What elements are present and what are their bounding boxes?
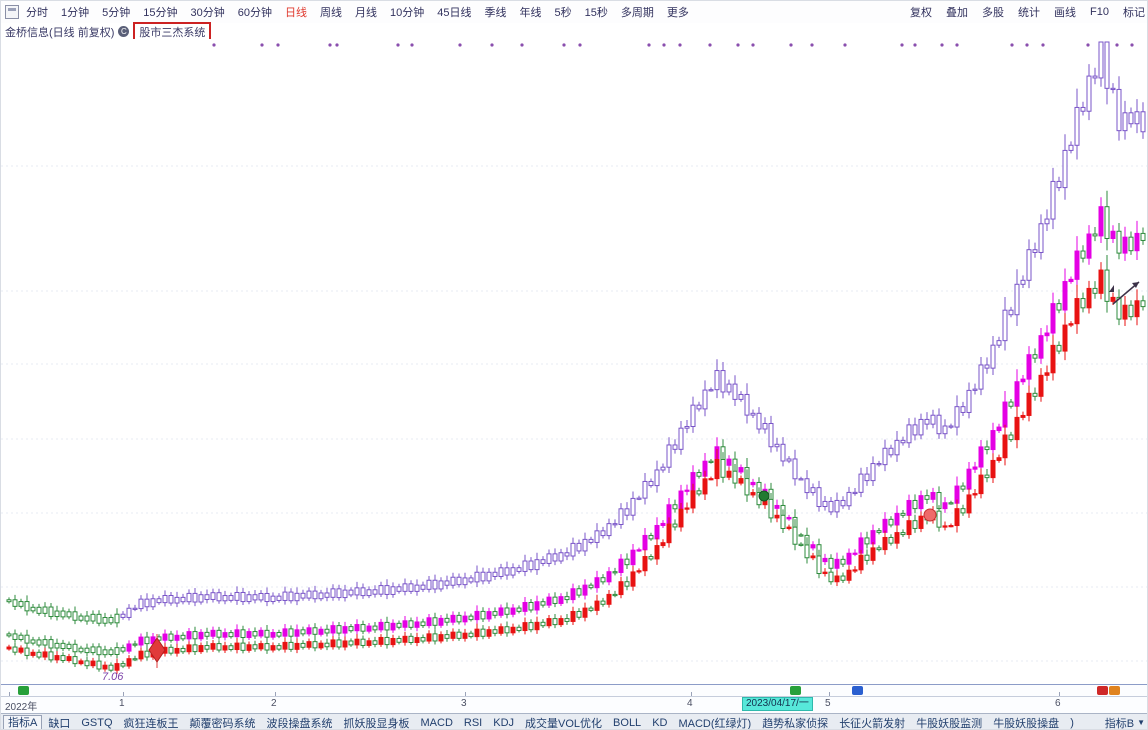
indicator-b-button[interactable]: 指标B ▼ (1105, 715, 1145, 730)
indicator-趋势私家侦探[interactable]: 趋势私家侦探 (762, 717, 829, 730)
period-tab-更多[interactable]: 更多 (666, 7, 689, 19)
period-tab-5分钟[interactable]: 5分钟 (102, 7, 131, 19)
indicator-a-button[interactable]: 指标A (3, 714, 43, 729)
axis-rule (1, 696, 1147, 697)
period-toolbar: 分时 1分钟 5分钟 15分钟 30分钟 60分钟 日线 周线 月线 10分钟 45日线 季线 年线 5秒… (1, 1, 1147, 24)
axis-tick (829, 692, 830, 696)
axis-label: 3 (461, 698, 467, 709)
axis-label: 4 (687, 698, 693, 709)
indicator-牛股妖股操盘[interactable]: 牛股妖股操盘 (993, 717, 1060, 730)
indicator-KD[interactable]: KD (652, 716, 668, 729)
event-badge (790, 686, 801, 695)
signal-diamond-marker (148, 637, 166, 663)
indicator-KDJ[interactable]: KDJ (493, 716, 515, 729)
tool-标记[interactable]: 标记 (1123, 7, 1145, 19)
indicator-list: 缺口 GSTQ 疯狂连板王 颠覆密码系统 波段操盘系统 抓妖股显身板 MACD RSI KDJ 成… (48, 715, 1104, 730)
indicator-波段操盘系统[interactable]: 波段操盘系统 (266, 717, 333, 730)
period-tabs: 分时 1分钟 5分钟 15分钟 30分钟 60分钟 日线 周线 月线 10分钟 45日线 季线 年线 5秒… (26, 4, 689, 20)
tool-画线[interactable]: 画线 (1054, 7, 1077, 19)
indicator-GSTQ[interactable]: GSTQ (81, 716, 113, 729)
chart-tools: 复权 叠加 多股 统计 画线 F10 标记 (910, 4, 1145, 20)
axis-tick (465, 692, 466, 696)
indicator-缺口[interactable]: 缺口 (48, 717, 71, 730)
indicator-BOLL[interactable]: BOLL (613, 716, 642, 729)
axis-label: 1 (119, 698, 125, 709)
time-axis: 2023/04/17/一 2022年 1 2 3 4 5 6 (1, 684, 1147, 713)
series-magenta-shifted (6, 190, 1146, 659)
event-badge (18, 686, 29, 695)
indicator-长征火箭发射[interactable]: 长征火箭发射 (839, 717, 906, 730)
indicator-成交量VOL优化[interactable]: 成交量VOL优化 (525, 717, 603, 730)
indicator-RSI[interactable]: RSI (463, 716, 483, 729)
period-tab-60分钟[interactable]: 60分钟 (237, 7, 272, 19)
series-violet-shifted (6, 41, 1146, 628)
selected-date-label: 2023/04/17/一 (742, 697, 813, 711)
period-tab-15分钟[interactable]: 15分钟 (143, 7, 178, 19)
event-badge (1109, 686, 1120, 695)
period-tab-45日线[interactable]: 45日线 (437, 7, 472, 19)
axis-label: 5 (825, 698, 831, 709)
tool-统计[interactable]: 统计 (1018, 7, 1041, 19)
info-bar: 金桥信息(日线 前复权) C 股市三杰系统 (1, 21, 1147, 42)
indicator-牛股妖股监测[interactable]: 牛股妖股监测 (916, 717, 983, 730)
series-base-red-green (6, 254, 1146, 674)
axis-tick (9, 692, 10, 696)
app-window-icon[interactable] (5, 5, 19, 19)
period-tab-30分钟[interactable]: 30分钟 (190, 7, 225, 19)
period-tab-年线[interactable]: 年线 (519, 7, 542, 19)
candlestick-chart: 7.06 (1, 41, 1147, 683)
indicator-status-bar: 指标A 缺口 GSTQ 疯狂连板王 颠覆密码系统 波段操盘系统 抓妖股显身板 MACD RSI… (1, 713, 1147, 730)
period-tab-季线[interactable]: 季线 (484, 7, 507, 19)
c-badge-icon[interactable]: C (118, 26, 130, 37)
stock-title: 金桥信息(日线 前复权) (5, 26, 115, 39)
indicator-颠覆密码系统[interactable]: 颠覆密码系统 (189, 717, 256, 730)
tool-多股[interactable]: 多股 (982, 7, 1005, 19)
event-badge (1097, 686, 1108, 695)
period-tab-分时[interactable]: 分时 (26, 7, 48, 19)
axis-label: 2022年 (5, 702, 38, 713)
period-tab-10分钟[interactable]: 10分钟 (390, 7, 425, 19)
axis-tick (691, 692, 692, 696)
axis-tick (1059, 692, 1060, 696)
period-tab-多周期[interactable]: 多周期 (620, 7, 654, 19)
indicator-MACD[interactable]: MACD (420, 716, 453, 729)
tool-复权[interactable]: 复权 (910, 7, 933, 19)
period-tab-月线[interactable]: 月线 (355, 7, 377, 19)
event-badge (852, 686, 863, 695)
period-tab-周线[interactable]: 周线 (320, 7, 342, 19)
indicator-)[interactable]: ) (1070, 716, 1074, 729)
axis-label: 6 (1055, 698, 1061, 709)
indicator-b-label: 指标B (1104, 717, 1135, 730)
tool-叠加[interactable]: 叠加 (946, 7, 969, 19)
low-price-label: 7.06 (102, 671, 124, 683)
tool-F10[interactable]: F10 (1090, 6, 1109, 18)
main-chart-area[interactable]: 7.06 (1, 39, 1147, 684)
chevron-down-icon: ▼ (1137, 718, 1145, 727)
period-tab-5秒[interactable]: 5秒 (554, 7, 572, 19)
indicator-MACD(红绿灯)[interactable]: MACD(红绿灯) (678, 717, 752, 730)
period-tab-15秒[interactable]: 15秒 (584, 7, 608, 19)
indicator-疯狂连板王[interactable]: 疯狂连板王 (123, 717, 179, 730)
axis-label: 2 (271, 698, 277, 709)
axis-tick (275, 692, 276, 696)
period-tab-日线[interactable]: 日线 (285, 7, 307, 19)
period-tab-1分钟[interactable]: 1分钟 (61, 7, 90, 19)
axis-tick (123, 692, 124, 696)
indicator-抓妖股显身板[interactable]: 抓妖股显身板 (343, 717, 410, 730)
